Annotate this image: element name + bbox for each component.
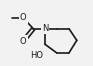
Text: HO: HO [30, 51, 43, 60]
Text: N: N [42, 24, 48, 33]
Text: O: O [20, 37, 27, 46]
Text: O: O [20, 13, 27, 22]
